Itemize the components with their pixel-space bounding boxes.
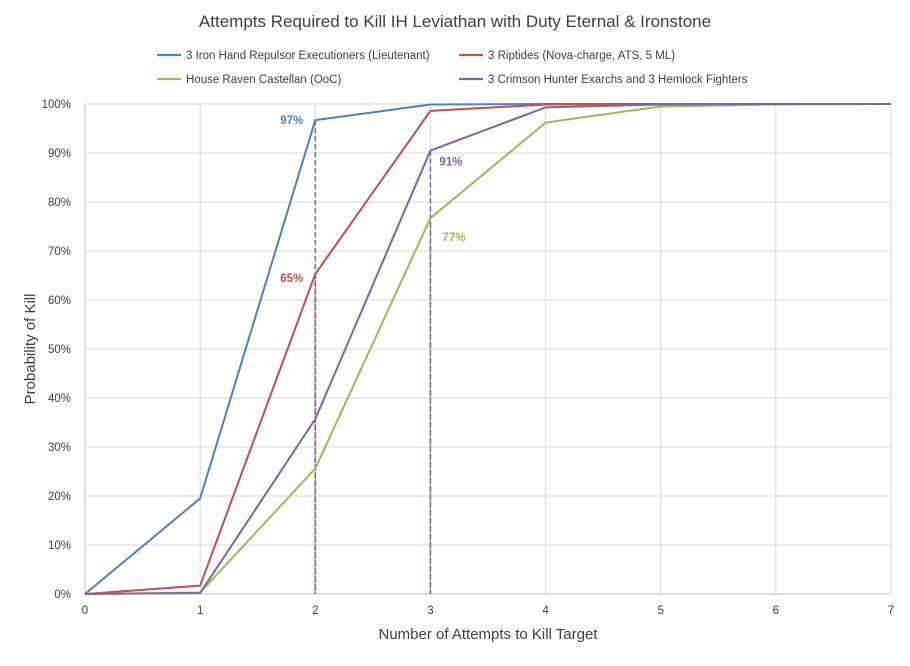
data-label: 65% xyxy=(280,273,303,285)
x-tick-label: 5 xyxy=(658,605,664,617)
legend-item: 3 Crimson Hunter Exarchs and 3 Hemlock F… xyxy=(459,74,748,86)
x-tick-label: 4 xyxy=(542,605,549,617)
y-tick-label: 30% xyxy=(48,442,71,454)
legend-item: House Raven Castellan (OoC) xyxy=(157,74,341,86)
gridlines xyxy=(84,103,892,595)
series-lines xyxy=(84,103,892,595)
legend-label: 3 Crimson Hunter Exarchs and 3 Hemlock F… xyxy=(488,74,748,86)
y-tick-label: 50% xyxy=(48,344,71,356)
drop-lines xyxy=(314,120,432,594)
legend-label: 3 Riptides (Nova-charge, ATS, 5 ML) xyxy=(488,50,675,62)
y-tick-label: 80% xyxy=(48,197,71,209)
y-tick-label: 40% xyxy=(48,393,71,405)
x-tick-label: 3 xyxy=(427,605,433,617)
x-tick-label: 2 xyxy=(312,605,318,617)
chart-title: Attempts Required to Kill IH Leviathan w… xyxy=(199,12,711,31)
x-tick-label: 1 xyxy=(197,605,203,617)
legend-label: 3 Iron Hand Repulsor Executioners (Lieut… xyxy=(186,50,430,62)
x-tick-label: 7 xyxy=(888,605,894,617)
legend-item: 3 Riptides (Nova-charge, ATS, 5 ML) xyxy=(459,50,675,62)
series-line xyxy=(84,103,891,595)
data-label: 97% xyxy=(280,115,303,127)
data-label: 77% xyxy=(442,232,465,244)
legend: 3 Iron Hand Repulsor Executioners (Lieut… xyxy=(157,50,748,86)
x-tick-label: 6 xyxy=(773,605,779,617)
y-tick-label: 70% xyxy=(48,246,71,258)
x-axis-title: Number of Attempts to Kill Target xyxy=(379,626,599,643)
y-tick-labels: 0% 10% 20% 30% 40% 50% 60% 70% 80% 90% 100% xyxy=(42,99,71,601)
y-tick-label: 10% xyxy=(48,540,71,552)
annotations: 97% 65% 77% 91% xyxy=(280,115,465,285)
y-tick-label: 100% xyxy=(42,99,71,111)
x-tick-labels: 0 1 2 3 4 5 6 7 xyxy=(82,605,894,617)
data-label: 91% xyxy=(439,157,462,169)
y-tick-label: 60% xyxy=(48,295,71,307)
y-tick-label: 20% xyxy=(48,491,71,503)
y-tick-label: 0% xyxy=(54,589,71,601)
y-axis-title: Probability of Kill xyxy=(22,294,39,405)
legend-label: House Raven Castellan (OoC) xyxy=(186,74,341,86)
y-tick-label: 90% xyxy=(48,148,71,160)
x-tick-label: 0 xyxy=(82,605,88,617)
legend-item: 3 Iron Hand Repulsor Executioners (Lieut… xyxy=(157,50,430,62)
